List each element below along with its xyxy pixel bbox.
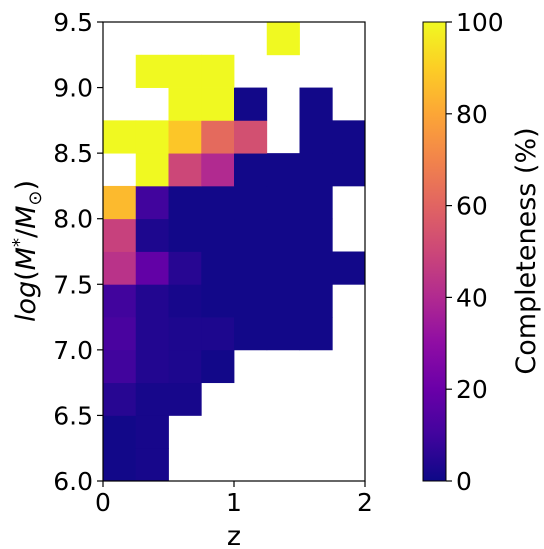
heatmap-cell [168, 153, 202, 187]
heatmap-cell [299, 218, 333, 252]
heatmap-cell [135, 415, 169, 449]
heatmap-cell [266, 153, 300, 187]
heatmap-cell [234, 153, 268, 187]
heatmap-cell [168, 87, 202, 121]
y-tick-label: 9.0 [53, 74, 93, 103]
colorbar-tick-label: 60 [456, 192, 488, 221]
heatmap-cell [103, 317, 137, 351]
colorbar-tick-label: 80 [456, 100, 488, 129]
colorbar-tick-label: 0 [456, 467, 472, 496]
colorbar-label: Completeness (%) [511, 127, 542, 374]
heatmap-cell [299, 120, 333, 154]
y-tick-label: 8.0 [53, 205, 93, 234]
heatmap-cell [332, 153, 366, 187]
heatmap-cell [266, 185, 300, 220]
y-tick-label: 6.5 [53, 401, 93, 430]
heatmap-cell [103, 382, 137, 416]
x-axis: 0 1 2 [95, 481, 373, 517]
x-tick-label: 1 [226, 488, 242, 517]
heatmap-cell [168, 349, 202, 384]
y-tick-label: 9.5 [53, 8, 93, 37]
heatmap-cell [168, 185, 202, 220]
heatmap-cell [103, 349, 137, 384]
heatmap-cell [234, 317, 268, 351]
heatmap-cell [299, 317, 333, 351]
heatmap-cell [201, 153, 235, 187]
heatmap-cell [201, 87, 235, 121]
heatmap-cell [168, 317, 202, 351]
heatmap-cell [299, 87, 333, 121]
heatmap-cell [135, 349, 169, 384]
y-tick-label: 6.0 [53, 467, 93, 496]
heatmap-cell [168, 120, 202, 154]
y-axis-label: log(M*/M⊙) [9, 180, 46, 322]
heatmap-cell [332, 120, 366, 154]
heatmap-cell [103, 251, 137, 285]
y-tick-label: 7.5 [53, 270, 93, 299]
y-tick-label: 8.5 [53, 139, 93, 168]
heatmap-cell [168, 284, 202, 318]
heatmap-cell [234, 185, 268, 220]
heatmap-cell [201, 218, 235, 252]
colorbar-tick-label: 40 [456, 283, 488, 312]
colorbar-tick-label: 20 [456, 375, 488, 404]
heatmap-cell [135, 185, 169, 220]
heatmap-cell [266, 251, 300, 285]
colorbar [422, 21, 447, 482]
heatmap-cell [168, 382, 202, 416]
heatmap-cell [266, 317, 300, 351]
heatmap-cell [332, 251, 366, 285]
heatmap-cell [299, 185, 333, 220]
heatmap-cell [135, 448, 169, 482]
heatmap-cell [103, 218, 137, 252]
colorbar-tick-label: 100 [456, 8, 504, 37]
heatmap-cell [299, 153, 333, 187]
heatmap-cell [168, 218, 202, 252]
x-tick-label: 0 [95, 488, 111, 517]
heatmap-cell [201, 251, 235, 285]
x-axis-label: z [227, 521, 241, 549]
heatmap-cell [135, 54, 169, 88]
heatmap-cell [201, 185, 235, 220]
heatmap-cell [135, 317, 169, 351]
heatmap-cell [201, 120, 235, 154]
heatmap-cell [266, 218, 300, 252]
y-axis: 6.0 6.5 7.0 7.5 8.0 8.5 9.0 9.5 [53, 8, 103, 496]
heatmap-cell [135, 251, 169, 285]
heatmap-cell [201, 54, 235, 88]
heatmap-cell [135, 120, 169, 154]
heatmap-cell [135, 382, 169, 416]
heatmap-cell [299, 284, 333, 318]
heatmap-cell [234, 284, 268, 318]
heatmap-cell [234, 120, 268, 154]
heatmap-cell [299, 251, 333, 285]
heatmap-cell [103, 448, 137, 482]
heatmap-cell [266, 22, 300, 56]
heatmap-cell [266, 284, 300, 318]
heatmap-cell [103, 120, 137, 154]
heatmap-cell [135, 153, 169, 187]
heatmap-cell [168, 54, 202, 88]
heatmap-cell [201, 317, 235, 351]
heatmap-cell [201, 349, 235, 384]
heatmap-cell [135, 284, 169, 318]
heatmap-cell [103, 185, 137, 220]
heatmap-cell [234, 218, 268, 252]
heatmap-cell [201, 284, 235, 318]
heatmap-cell [103, 284, 137, 318]
heatmap-cell [234, 251, 268, 285]
colorbar-axis: 0 20 40 60 80 100 [446, 8, 504, 496]
heatmap-cell [103, 415, 137, 449]
heatmap-cell [234, 87, 268, 121]
heatmap-cell [135, 218, 169, 252]
x-tick-label: 2 [357, 488, 373, 517]
heatmap-cells [103, 22, 366, 482]
y-tick-label: 7.0 [53, 336, 93, 365]
heatmap-cell [168, 251, 202, 285]
